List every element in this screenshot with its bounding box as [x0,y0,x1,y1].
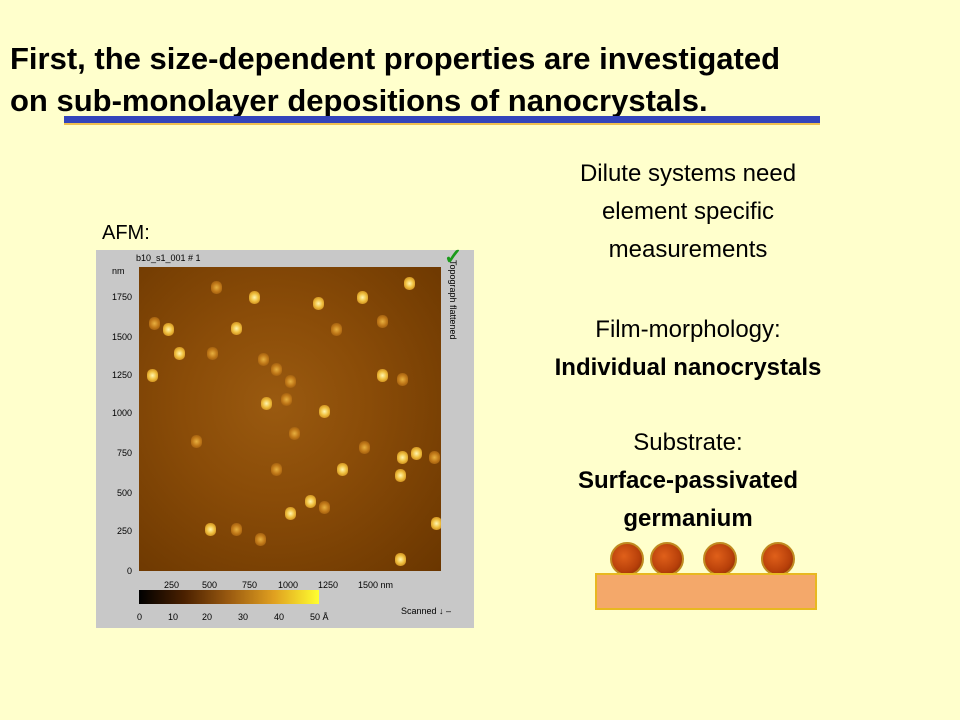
y-tick: 1250 [111,370,132,380]
afm-header-name: b10_s1_001 # 1 [136,253,201,263]
y-tick: 750 [116,448,132,458]
substrate-label: Substrate: [633,429,743,456]
nanocrystal-ball [703,542,737,576]
dilute-line-1: Dilute systems need [579,160,797,187]
y-tick: 0 [126,566,132,576]
substrate-value-line-2: germanium [623,505,753,532]
substrate-text: Substrate: Surface-passivated germanium [500,424,876,538]
y-tick: 250 [116,526,132,536]
x-tick: 250 [164,580,180,590]
x-tick: 750 [242,580,258,590]
colorbar-tick: 20 [202,612,213,622]
nanocrystal-ball [761,542,795,576]
afm-topograph-image [139,267,441,571]
scanned-label: Scanned ↓ – [401,606,452,616]
title-line-2-underlined: sub-monolayer depositions of nanocrystal… [56,83,700,118]
title-line-2: on sub-monolayer depositions of nanocrys… [10,80,950,122]
x-tick: 500 [202,580,218,590]
slide-title: First, the size-dependent properties are… [10,38,950,122]
title-underline [64,116,820,125]
x-tick: 1250 [318,580,339,590]
nanocrystal-ball [650,542,684,576]
colorbar-tick: 50 Å [310,612,329,622]
afm-colorbar [139,590,319,604]
title-line-1: First, the size-dependent properties are… [10,41,781,76]
title-line-2-suffix: . [699,83,708,118]
colorbar-tick: 10 [168,612,179,622]
title-line-2-prefix: on [10,83,57,118]
nanocrystal-ball [610,542,644,576]
colorbar-tick: 0 [137,612,143,622]
colorbar-tick: 40 [274,612,285,622]
film-morphology-text: Film-morphology: Individual nanocrystals [500,311,876,387]
x-tick: 1000 [278,580,299,590]
afm-image-panel: b10_s1_001 # 1 nm ✓ Topograph flattened … [96,244,474,628]
morphology-label: Film-morphology: [595,316,781,343]
checkmark-icon: ✓ [444,244,463,269]
dilute-line-2: element specific [601,198,775,225]
y-tick: 500 [116,488,132,498]
y-tick: 1500 [111,332,132,342]
afm-header-unit: nm [112,266,125,276]
afm-side-label: Topograph flattened [448,260,458,340]
dilute-systems-text: Dilute systems need element specific mea… [500,155,876,269]
afm-label: AFM: [102,222,150,244]
y-tick: 1750 [111,292,132,302]
x-tick: 1500 nm [358,580,394,590]
dilute-line-3: measurements [608,236,768,263]
substrate-block [595,573,817,610]
colorbar-tick: 30 [238,612,249,622]
y-tick: 1000 [111,408,132,418]
substrate-value-line-1: Surface-passivated [577,467,799,494]
morphology-value: Individual nanocrystals [554,354,822,381]
